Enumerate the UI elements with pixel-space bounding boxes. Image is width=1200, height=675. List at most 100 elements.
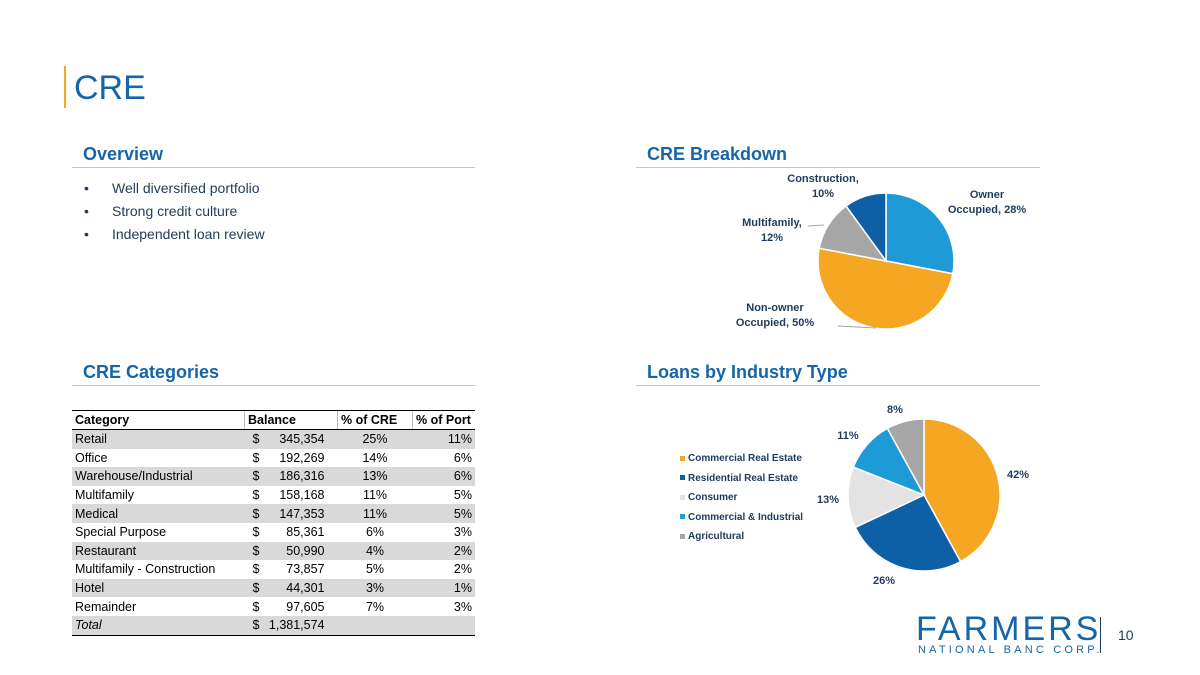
table-row: Warehouse/Industrial $186,316 13% 6%: [72, 467, 475, 486]
cell-balance: $192,269: [252, 450, 325, 465]
data-label: 42%: [1007, 469, 1029, 481]
cell-category: Remainder: [75, 599, 137, 614]
cell-total-label: Total: [72, 615, 245, 636]
overview-bullets: • Well diversified portfolio • Strong cred…: [84, 178, 265, 247]
cell-total-balance: $1,381,574: [244, 615, 338, 636]
column-header-pct-cre: % of CRE: [337, 410, 413, 430]
data-label: Construction, 10%: [787, 173, 859, 200]
table-row: Special Purpose $85,361 6% 3%: [72, 523, 475, 542]
pie-slice-residential-real-estate: [854, 494, 962, 572]
cell-pct-port: 1%: [412, 578, 475, 598]
legend-swatch: [680, 533, 685, 539]
cell-pct-port: 11%: [412, 429, 475, 449]
column-header-category: Category: [72, 410, 245, 430]
cell-pct-cre: 5%: [365, 562, 385, 577]
footer-divider: [1100, 617, 1101, 653]
loans-by-industry-heading: Loans by Industry Type: [647, 362, 848, 382]
legend-item: Commercial Real Estate: [680, 452, 803, 472]
cell-pct-cre: 11%: [337, 504, 413, 523]
data-label: 26%: [873, 575, 895, 587]
bullet-item: • Strong credit culture: [84, 203, 238, 219]
leader-line: [837, 325, 877, 329]
cell-category: Special Purpose: [75, 525, 167, 540]
cell-pct-cre: 7%: [365, 599, 385, 614]
cell-empty: [337, 615, 413, 636]
legend-item: Consumer: [680, 491, 803, 511]
farmers-logo-subtitle: NATIONAL BANC CORP.: [918, 644, 1103, 656]
legend-swatch: [680, 514, 685, 520]
cell-balance: $73,857: [252, 562, 325, 577]
cell-pct-port: 3%: [453, 599, 472, 614]
cell-category: Hotel: [72, 578, 245, 598]
legend-item: Residential Real Estate: [680, 472, 803, 492]
pie-slice-owner-occupied: [885, 192, 955, 275]
table-row: Office $192,269 14% 6%: [72, 449, 475, 468]
table-row: Restaurant $50,990 4% 2%: [72, 541, 475, 561]
data-label: 13%: [817, 494, 839, 506]
legend-item: Commercial & Industrial: [680, 511, 803, 531]
table-row: Hotel $44,301 3% 1%: [72, 578, 475, 598]
table-row: Multifamily $158,168 11% 5%: [72, 486, 475, 505]
cell-category: Restaurant: [72, 541, 245, 561]
cell-balance: $147,353: [244, 504, 338, 523]
cell-pct-port: 6%: [453, 450, 472, 465]
cre-categories-heading: CRE Categories: [83, 362, 220, 382]
title-accent-bar: [64, 66, 66, 108]
cell-category: Office: [75, 450, 108, 465]
legend-swatch: [680, 494, 685, 500]
cell-balance: $186,316: [244, 467, 338, 486]
bullet-item: • Independent loan review: [84, 226, 265, 242]
cell-balance: $50,990: [244, 541, 338, 561]
cell-balance: $44,301: [244, 578, 338, 598]
cell-pct-cre: 11%: [362, 488, 388, 503]
legend-item: Agricultural: [680, 530, 803, 550]
cell-category: Warehouse/Industrial: [72, 467, 245, 486]
cre-categories-table: Category Balance % of CRE % of Port Reta…: [72, 410, 475, 636]
overview-divider: [72, 167, 475, 168]
bullet-item: • Well diversified portfolio: [84, 180, 260, 196]
cell-balance: $85,361: [252, 525, 325, 540]
legend-swatch: [680, 475, 685, 481]
cell-pct-cre: 4%: [337, 541, 413, 561]
table-row: Medical $147,353 11% 5%: [72, 504, 475, 523]
pie-slice-construction: [844, 192, 887, 264]
table-header-row: Category Balance % of CRE % of Port: [72, 410, 475, 430]
cell-category: Retail: [72, 429, 245, 449]
leader-line: [807, 224, 825, 227]
cre-breakdown-pie-chart: Owner Occupied, 28% Non-owner Occupied, 50%…: [736, 173, 1026, 330]
data-label: Non-owner Occupied, 50%: [736, 302, 814, 329]
cell-pct-port: 2%: [453, 562, 472, 577]
cell-pct-port: 2%: [412, 541, 475, 561]
cell-pct-port: 3%: [453, 525, 472, 540]
column-header-pct-port: % of Port: [412, 410, 475, 430]
column-header-balance: Balance: [244, 410, 338, 430]
cre-breakdown-heading: CRE Breakdown: [647, 144, 788, 164]
pie-slice-consumer: [847, 466, 926, 529]
cell-pct-cre: 3%: [337, 578, 413, 598]
table-row: Retail $345,354 25% 11%: [72, 429, 475, 449]
cell-category: Medical: [72, 504, 245, 523]
data-label: Owner Occupied, 28%: [948, 189, 1026, 216]
loans-by-industry-divider: [636, 385, 1040, 386]
cell-pct-cre: 14%: [362, 450, 388, 465]
page-number: 10: [1118, 627, 1134, 643]
legend-swatch: [680, 455, 685, 461]
cell-balance: $345,354: [244, 429, 338, 449]
cell-pct-cre: 13%: [337, 467, 413, 486]
cre-breakdown-divider: [636, 167, 1040, 168]
cell-category: Multifamily - Construction: [75, 562, 216, 577]
cell-pct-cre: 25%: [337, 429, 413, 449]
pie-slice-agricultural: [886, 418, 925, 496]
cell-balance: $97,605: [252, 599, 325, 614]
data-label: 8%: [887, 404, 903, 416]
cell-empty: [412, 615, 475, 636]
data-label: 11%: [837, 430, 859, 442]
table-row: Multifamily - Construction $73,857 5% 2%: [72, 560, 475, 579]
table-total-row: Total $1,381,574: [72, 615, 475, 636]
cell-pct-port: 5%: [453, 488, 472, 503]
table-row: Remainder $97,605 7% 3%: [72, 597, 475, 616]
cell-pct-cre: 6%: [365, 525, 385, 540]
cell-balance: $158,168: [252, 488, 325, 503]
cell-pct-port: 6%: [412, 467, 475, 486]
cell-category: Multifamily: [75, 488, 135, 503]
